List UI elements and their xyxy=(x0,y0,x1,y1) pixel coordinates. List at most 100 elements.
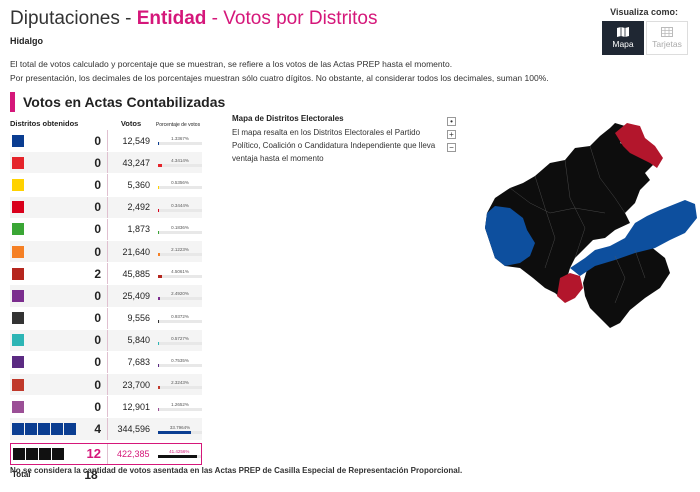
map-view-button[interactable]: Mapa xyxy=(602,21,644,55)
percentage-text: 1.3367% xyxy=(171,136,189,142)
party-logos xyxy=(12,156,24,169)
percentage-text: 0.1836% xyxy=(171,224,189,230)
districts-won: 0 xyxy=(94,399,101,414)
votes-value: 45,885 xyxy=(122,268,150,279)
table-row: 0 1,873 0.1836% xyxy=(10,218,202,241)
percentage-bar xyxy=(158,164,202,168)
footnote: No se considera la cantidad de votos ase… xyxy=(10,466,463,475)
party-cell: 0 xyxy=(10,218,108,240)
districts-won: 4 xyxy=(94,422,101,437)
party-logos xyxy=(12,334,24,347)
zoom-in-button[interactable]: + xyxy=(447,130,456,139)
party-cell: 0 xyxy=(10,396,108,418)
percentage-bar xyxy=(158,208,202,212)
party-logo-icon xyxy=(51,423,63,436)
district-red-south[interactable] xyxy=(557,273,583,303)
info-notes: El total de votos calculado y porcentaje… xyxy=(10,57,610,85)
percentage-bar-fill xyxy=(157,455,198,459)
zoom-reset-button[interactable]: • xyxy=(447,117,456,126)
districts-won: 0 xyxy=(94,355,101,370)
party-logo-icon xyxy=(12,378,24,391)
percentage-cell: 1.2652% xyxy=(154,402,202,412)
party-logo-icon xyxy=(25,423,37,436)
header-votes: Votos xyxy=(120,119,142,128)
votes-value: 2,492 xyxy=(127,202,150,213)
district-red-north[interactable] xyxy=(615,123,663,168)
percentage-cell: 2.4920% xyxy=(154,291,202,301)
percentage-bar xyxy=(157,455,201,459)
votes-value: 1,873 xyxy=(127,224,150,235)
legend-title: Mapa de Distritos Electorales xyxy=(232,114,344,123)
total-label: Total xyxy=(12,470,31,480)
districts-won: 0 xyxy=(94,133,101,148)
table-row: 0 9,556 0.9372% xyxy=(10,307,202,330)
percentage-cell: 0.7535% xyxy=(154,358,202,367)
district-blue-east[interactable] xyxy=(570,200,697,276)
party-logo-icon xyxy=(12,156,24,169)
table-row: 0 25,409 2.4920% xyxy=(10,285,202,308)
party-logos xyxy=(12,267,24,280)
header-percentage: Porcentaje de votos xyxy=(155,122,201,128)
percentage-cell: 41.4256% xyxy=(154,449,201,459)
party-logo-icon xyxy=(52,447,64,460)
percentage-text: 4.3414% xyxy=(171,158,189,164)
percentage-bar-fill xyxy=(158,230,159,234)
party-logo-icon xyxy=(12,423,24,436)
percentage-bar-fill xyxy=(158,408,160,412)
party-logos xyxy=(12,178,24,191)
party-logo-icon xyxy=(12,223,24,236)
table-row: 0 12,549 1.3367% xyxy=(10,130,202,153)
map-view-label: Mapa xyxy=(612,39,634,49)
party-logos xyxy=(12,423,76,436)
percentage-bar-fill xyxy=(158,164,163,168)
table-row: 0 2,492 0.3444% xyxy=(10,196,202,219)
district-blue-west[interactable] xyxy=(485,206,535,266)
percentage-cell: 1.3367% xyxy=(154,136,202,146)
percentage-bar-fill xyxy=(158,319,159,323)
header-districts: Distritos obtenidos xyxy=(10,119,79,128)
table-body: 0 12,549 1.3367% 0 43,247 4.3414% 0 5,360 0.5356… xyxy=(10,130,202,465)
percentage-bar xyxy=(158,430,202,434)
districts-won: 0 xyxy=(94,200,101,215)
percentage-bar xyxy=(158,142,202,146)
districts-won: 0 xyxy=(94,244,101,259)
state-name: Hidalgo xyxy=(10,36,43,46)
percentage-bar-fill xyxy=(158,341,159,345)
party-cell: 0 xyxy=(10,130,108,152)
title-sep-2: - xyxy=(206,8,224,29)
zoom-out-button[interactable]: − xyxy=(447,143,456,152)
votes-value: 7,683 xyxy=(127,357,150,368)
table-row: 2 45,885 4.5061% xyxy=(10,263,202,286)
party-logos xyxy=(13,447,64,460)
table-row: 0 5,360 0.5356% xyxy=(10,174,202,197)
percentage-bar xyxy=(158,253,202,257)
votes-value: 344,596 xyxy=(117,424,150,435)
votes-value: 9,556 xyxy=(127,313,150,324)
percentage-text: 4.5061% xyxy=(171,269,189,275)
party-cell: 0 xyxy=(10,374,108,396)
district-map[interactable] xyxy=(475,118,700,333)
party-logo-icon xyxy=(12,245,24,258)
party-logos xyxy=(12,312,24,325)
party-cell: 4 xyxy=(10,418,108,440)
districts-won: 0 xyxy=(94,288,101,303)
table-row-leader: 12 422,385 41.4256% xyxy=(10,442,202,465)
percentage-bar-fill xyxy=(158,186,159,190)
party-logo-icon xyxy=(12,201,24,214)
district-black-main[interactable] xyxy=(485,123,670,328)
percentage-bar xyxy=(158,275,202,279)
percentage-bar xyxy=(158,408,202,412)
percentage-bar xyxy=(158,386,202,390)
votes-value: 12,901 xyxy=(122,401,150,412)
total-row: Total 18 xyxy=(10,465,202,485)
party-logos xyxy=(12,245,24,258)
percentage-bar-fill xyxy=(158,386,161,390)
party-logos xyxy=(12,201,24,214)
party-logos xyxy=(12,356,24,369)
percentage-bar xyxy=(158,186,202,190)
title-sep-1: - xyxy=(119,8,137,29)
percentage-text: 0.5727% xyxy=(171,335,189,341)
cards-view-button[interactable]: Tarjetas xyxy=(646,21,688,55)
votes-value: 43,247 xyxy=(122,157,150,168)
party-logos xyxy=(12,378,24,391)
